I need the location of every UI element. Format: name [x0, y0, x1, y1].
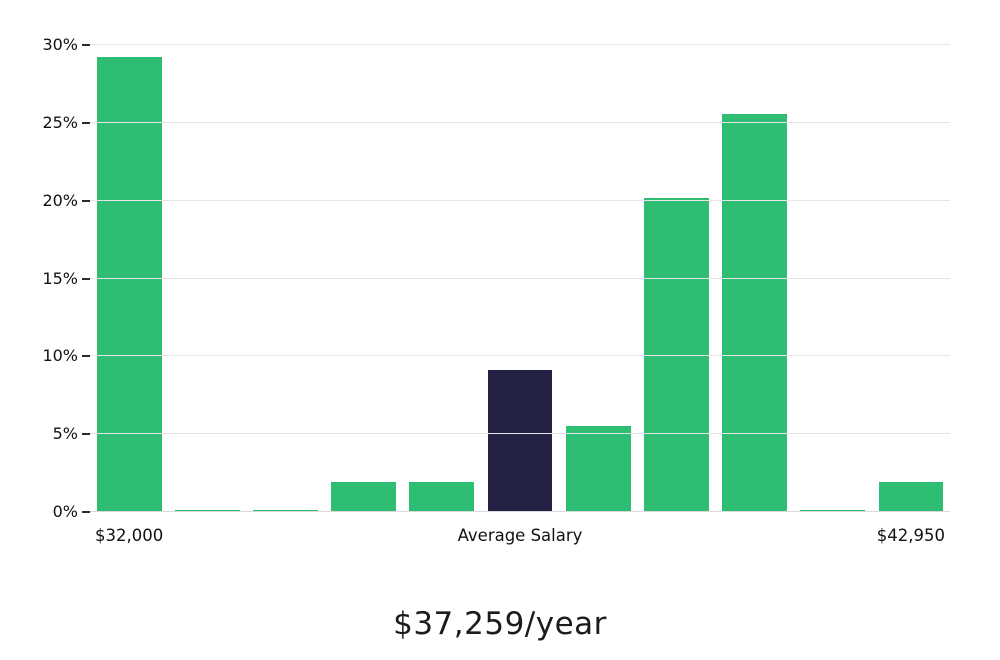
gridline [90, 199, 950, 201]
y-axis: 0% 5% 10% 15% 20% 25% 30% [0, 37, 82, 520]
bar-average-salary-highlight [487, 370, 553, 512]
gridline [90, 433, 950, 435]
bar [565, 426, 631, 512]
y-axis-tick-label: 10% [42, 346, 78, 366]
bar [409, 482, 475, 512]
x-axis-label: $42,950 [876, 526, 946, 545]
bar-slot [872, 45, 950, 512]
bar-slot [325, 45, 403, 512]
bar [331, 482, 397, 512]
y-axis-tick [82, 355, 90, 358]
bar-slot [481, 45, 559, 512]
y-axis-tick-label: 0% [52, 502, 78, 521]
y-axis-tick-label: 30% [42, 35, 78, 54]
gridline [90, 355, 950, 357]
bar [643, 197, 709, 512]
y-axis-tick [82, 277, 90, 280]
bar-slot [794, 45, 872, 512]
y-axis-tick [82, 433, 90, 436]
bars [90, 45, 950, 512]
x-axis-labels: $32,000 Average Salary $42,950 [90, 526, 950, 556]
y-axis-tick [82, 199, 90, 202]
y-axis-tick [82, 121, 90, 124]
y-axis-tick-label: 20% [42, 190, 78, 210]
chart-title: $37,259/year [393, 606, 607, 642]
bar-slot [559, 45, 637, 512]
x-baseline [90, 511, 950, 512]
bar-slot [90, 45, 168, 512]
y-axis-tick-label: 25% [42, 112, 78, 132]
gridline [90, 121, 950, 123]
bar [96, 57, 162, 512]
gridline [90, 44, 950, 45]
bar-slot [403, 45, 481, 512]
x-axis-label: $32,000 [94, 526, 164, 545]
y-axis-tick-label: 15% [42, 268, 78, 288]
bar-slot [637, 45, 715, 512]
y-axis-tick [82, 44, 90, 46]
bar [878, 482, 944, 512]
x-axis-label: Average Salary [457, 526, 583, 545]
plot-area [82, 44, 950, 513]
gridline [90, 277, 950, 279]
bar [722, 113, 788, 512]
bar-slot [168, 45, 246, 512]
y-axis-tick-label: 5% [52, 424, 78, 444]
y-axis-tick [82, 511, 90, 513]
bar-slot [716, 45, 794, 512]
bar-slot [246, 45, 324, 512]
